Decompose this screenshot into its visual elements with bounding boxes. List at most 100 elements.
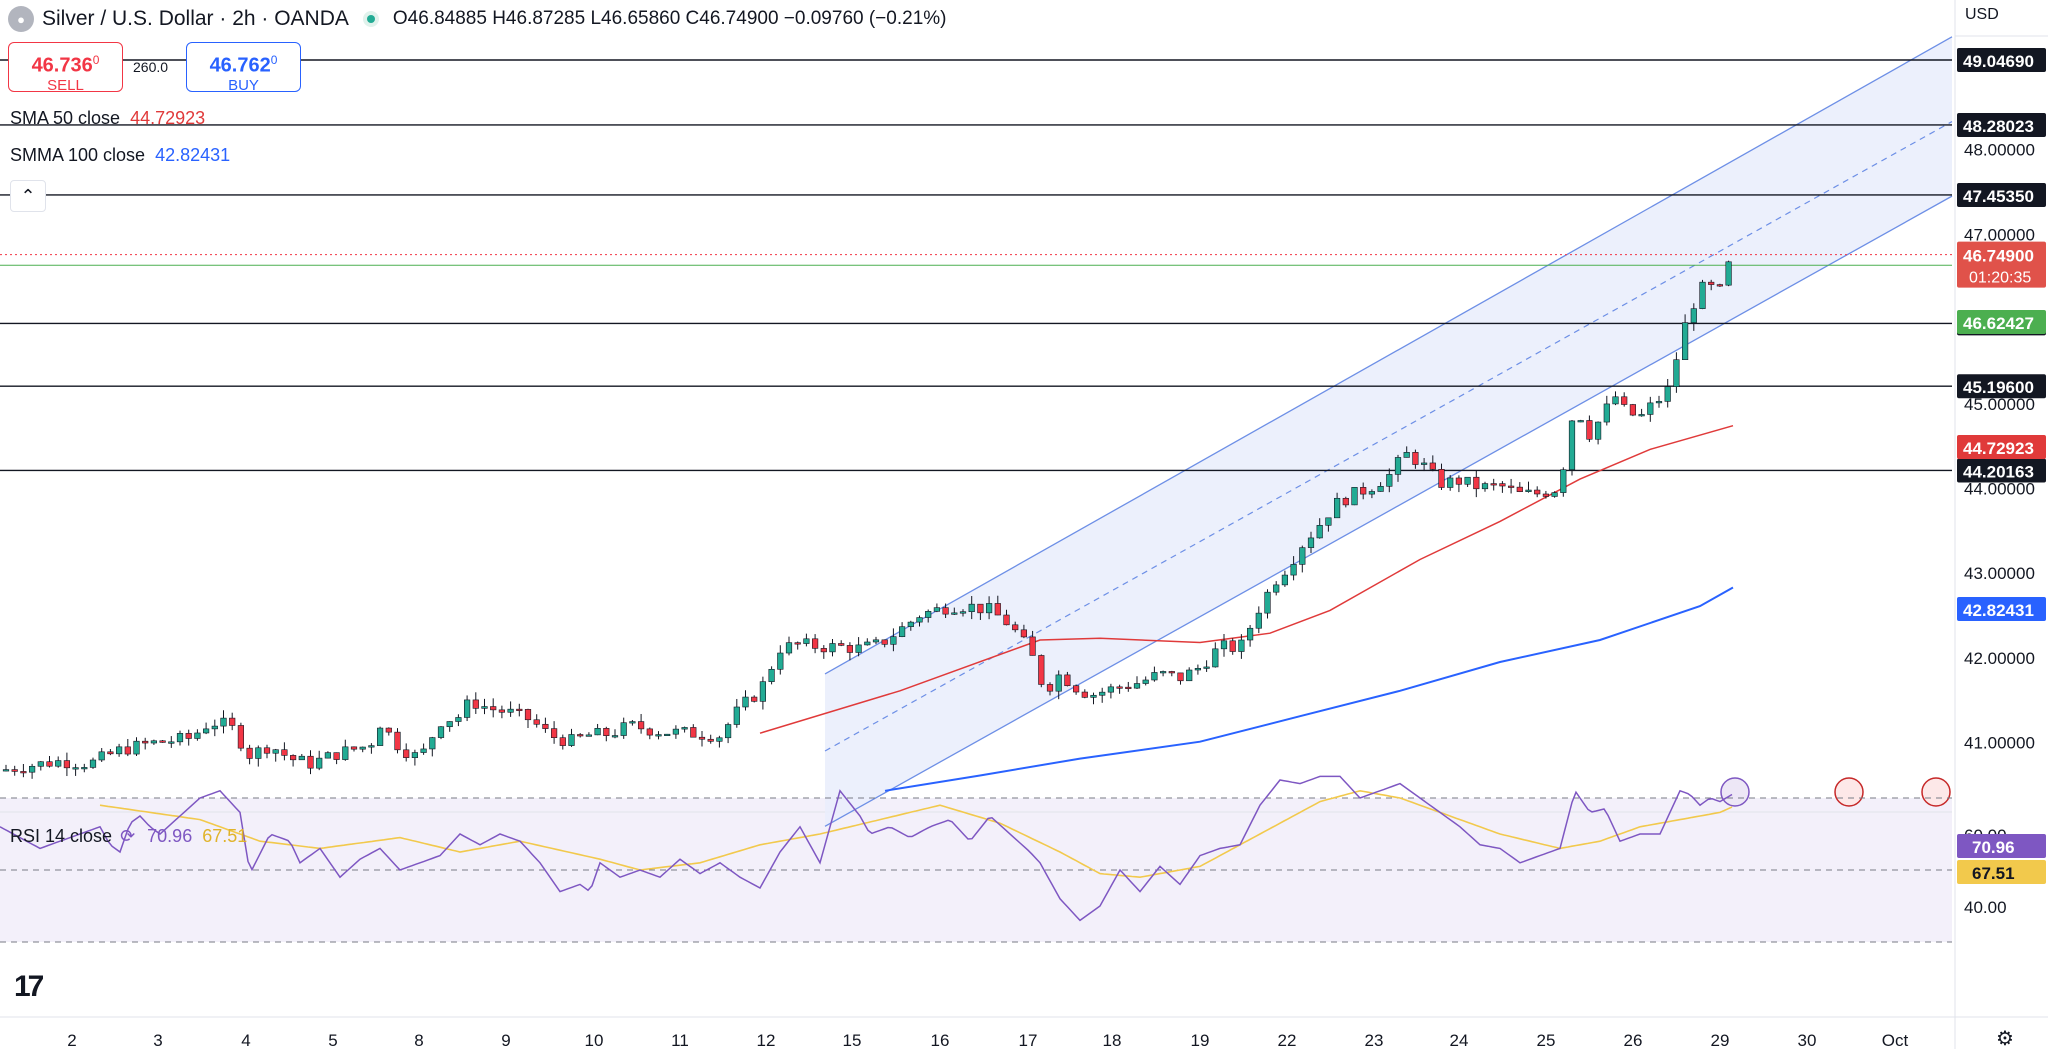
- sell-price: 46.736: [31, 54, 93, 77]
- rsi-label: RSI 14 close: [10, 826, 113, 846]
- rsi-ma-line: [99, 789, 1733, 879]
- candle-body: [846, 645, 853, 653]
- candle-body: [20, 771, 27, 774]
- candle-body: [1481, 483, 1489, 490]
- candle-body: [716, 737, 723, 742]
- candle-body: [194, 732, 201, 739]
- candle-body: [463, 699, 471, 718]
- x-tick-label: 4: [241, 1031, 250, 1049]
- symbol-logo-icon: ●: [8, 6, 34, 32]
- candle-body: [1508, 485, 1515, 488]
- candle-body: [1438, 469, 1445, 488]
- candle-body: [1325, 517, 1332, 526]
- candle-body: [898, 626, 906, 637]
- candles: [2, 260, 1732, 779]
- candle-body: [107, 751, 114, 755]
- x-tick-label: 8: [414, 1031, 423, 1049]
- candle-body: [577, 734, 584, 737]
- candle-body: [1142, 679, 1149, 684]
- level-price-tag-bg: [1957, 112, 2046, 137]
- candle-body: [420, 748, 427, 753]
- symbol-title[interactable]: Silver / U.S. Dollar · 2h · OANDA: [42, 7, 349, 30]
- candle-body: [81, 767, 88, 770]
- candle-body: [977, 603, 984, 614]
- candle-body: [1551, 492, 1558, 497]
- sma-legend[interactable]: SMA 50 close 44.72923: [10, 108, 205, 129]
- candle-body: [829, 643, 836, 653]
- candle-body: [1386, 474, 1393, 487]
- x-tick-label: Oct: [1882, 1031, 1909, 1049]
- candle-body: [324, 752, 332, 759]
- candle-body: [1081, 691, 1088, 698]
- currency-selector[interactable]: USD: [1965, 6, 1999, 23]
- rsi-ma-tag-bg: [1957, 860, 2046, 884]
- candle-body: [785, 642, 793, 654]
- candle-body: [925, 611, 932, 618]
- candle-body: [446, 721, 453, 728]
- candle-body: [1229, 640, 1236, 652]
- x-tick-label: 26: [1624, 1031, 1643, 1049]
- level-price-tag: 47.45350: [1963, 187, 2034, 206]
- candle-body: [403, 749, 410, 758]
- candle-body: [768, 668, 775, 682]
- candle-body: [1638, 414, 1645, 417]
- candle-body: [1716, 284, 1723, 287]
- y-tick-label: 44.00000: [1964, 480, 2035, 499]
- candle-body: [237, 725, 245, 749]
- candle-body: [11, 769, 18, 772]
- candle-body: [176, 733, 184, 743]
- candle-body: [1299, 547, 1306, 565]
- buy-button[interactable]: 46.7620 BUY: [186, 42, 301, 94]
- rsi-refresh-icon[interactable]: ⟳: [120, 826, 136, 846]
- sell-button[interactable]: 46.7360 SELL: [8, 42, 123, 94]
- candle-body: [333, 752, 340, 760]
- candle-body: [376, 727, 384, 746]
- channel-lower-line: [824, 195, 1953, 827]
- candle-body: [429, 737, 436, 750]
- rsi-legend[interactable]: RSI 14 close ⟳ 70.96 67.51: [10, 826, 247, 847]
- level-price-tag-bg: [1957, 48, 2046, 72]
- smma-legend[interactable]: SMMA 100 close 42.82431: [10, 145, 230, 166]
- candle-body: [1655, 401, 1663, 404]
- x-tick-label: 11: [671, 1031, 689, 1049]
- settings-gear-icon[interactable]: ⚙: [1996, 1028, 2014, 1050]
- candle-body: [1603, 403, 1610, 423]
- rsi-value-tag: 70.96: [1972, 838, 2015, 857]
- candle-body: [394, 731, 401, 751]
- rsi-ma-tag: 67.51: [1972, 864, 2015, 883]
- candle-body: [1273, 584, 1280, 593]
- level-price-tag: 49.04690: [1963, 52, 2034, 71]
- candle-body: [1194, 668, 1201, 671]
- candle-body: [28, 765, 36, 773]
- candle-body: [1012, 624, 1019, 631]
- candle-body: [89, 759, 97, 768]
- x-tick-label: 24: [1450, 1031, 1469, 1049]
- candle-body: [1595, 421, 1602, 440]
- level-price-tag: 45.19600: [1963, 378, 2034, 397]
- event-icon: [1921, 777, 1951, 807]
- x-tick-label: 18: [1103, 1031, 1122, 1049]
- collapse-legend-button[interactable]: ⌃: [10, 180, 46, 212]
- candle-body: [794, 642, 801, 645]
- candle-body: [98, 751, 105, 761]
- rsi-ma-value: 67.51: [202, 826, 248, 846]
- candle-body: [1212, 648, 1219, 668]
- sma-50-line: [759, 424, 1734, 734]
- candle-body: [1264, 591, 1271, 614]
- candle-body: [272, 749, 279, 754]
- candle-body: [1673, 359, 1680, 387]
- candle-body: [55, 760, 62, 767]
- candle-body: [559, 737, 566, 746]
- candle-body: [1377, 486, 1384, 492]
- candle-body: [281, 749, 288, 756]
- smma-100-line: [884, 586, 1734, 792]
- candle-body: [437, 726, 445, 738]
- candle-body: [350, 746, 358, 750]
- candle-body: [1290, 564, 1297, 576]
- candle-body: [820, 648, 827, 653]
- candle-body: [916, 617, 923, 623]
- candle-body: [959, 611, 967, 614]
- rsi-band: [0, 798, 1952, 942]
- candle-body: [611, 735, 619, 738]
